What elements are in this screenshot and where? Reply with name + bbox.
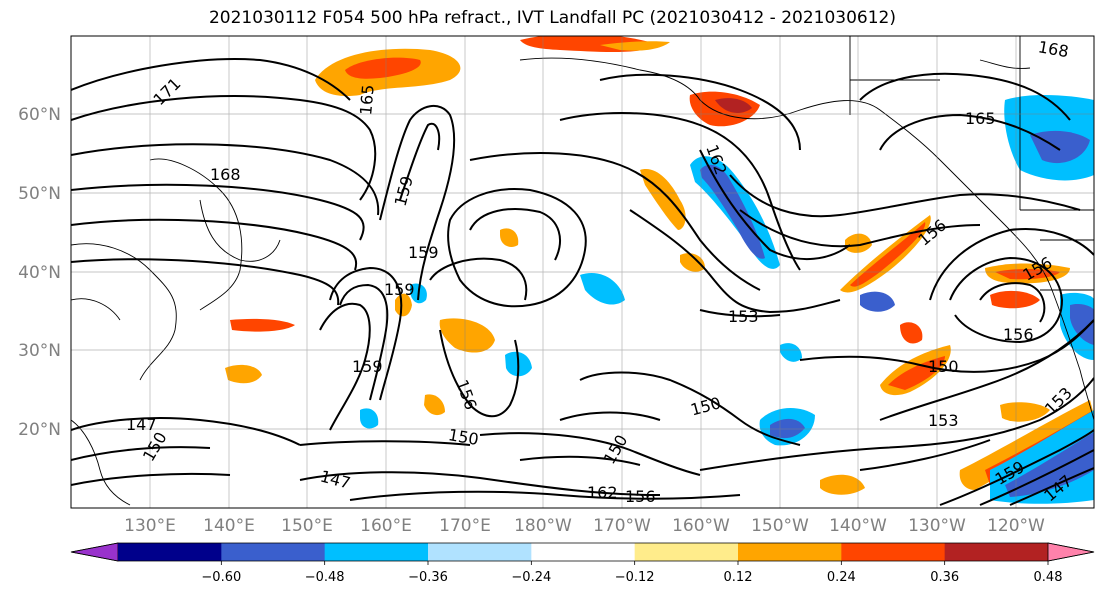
colorbar-tick-label: −0.36 <box>408 570 448 585</box>
contour-label: 156 <box>625 487 656 506</box>
colorbar-tick-label: 0.24 <box>827 570 856 585</box>
lon-label: 140°W <box>829 516 887 536</box>
contour-label: 159 <box>352 357 383 376</box>
lon-label: 160°W <box>672 516 730 536</box>
contour-label: 153 <box>728 307 759 326</box>
colorbar-swatch <box>221 543 326 561</box>
graticule <box>71 36 1094 508</box>
colorbar-tick-label: −0.24 <box>511 570 551 585</box>
contour-label: 162 <box>587 483 618 502</box>
colorbar-swatch <box>428 543 532 561</box>
lon-label: 170°W <box>593 516 651 536</box>
colorbar-swatch <box>738 543 842 561</box>
lat-label: 20°N <box>18 420 61 440</box>
lat-label: 50°N <box>18 184 61 204</box>
colorbar-swatch <box>531 543 636 561</box>
lon-label: 130°E <box>124 516 176 536</box>
contour-label: 156 <box>1003 325 1034 344</box>
colorbar-extend-min <box>70 542 119 562</box>
colorbar-tick-label: 0.48 <box>1034 570 1063 585</box>
colorbar-tick-label: −0.48 <box>305 570 345 585</box>
colorbar-extend-max <box>1047 542 1095 562</box>
height-contours <box>71 58 1094 506</box>
colorbar-swatch <box>841 543 946 561</box>
colorbar-tick-label: −0.60 <box>201 570 241 585</box>
lon-label: 160°E <box>360 516 412 536</box>
lon-labels: 130°E 140°E 150°E 160°E 170°E 180°W 170°… <box>124 516 1045 536</box>
colorbar-swatch <box>634 543 739 561</box>
lon-label: 140°E <box>203 516 255 536</box>
colorbar-swatch <box>324 543 429 561</box>
lon-label: 180°W <box>514 516 572 536</box>
colorbar-swatch <box>118 543 222 561</box>
contour-label: 165 <box>356 84 378 116</box>
lat-label: 30°N <box>18 341 61 361</box>
lon-label: 150°W <box>751 516 809 536</box>
colorbar-frame <box>70 542 1095 562</box>
lat-labels: 60°N 50°N 40°N 30°N 20°N <box>18 105 61 440</box>
colorbar-tick-label: 0.12 <box>724 570 753 585</box>
contour-label: 168 <box>210 165 241 184</box>
map-panel: 171 168 165 162 159 159 159 159 156 156 … <box>71 36 1094 508</box>
contour-label: 165 <box>965 109 996 128</box>
lon-label: 150°E <box>281 516 333 536</box>
contour-label: 147 <box>126 415 157 434</box>
contour-label: 153 <box>928 411 959 430</box>
lat-label: 40°N <box>18 263 61 283</box>
refractivity-shading <box>225 36 1094 504</box>
map-frame <box>70 35 1095 509</box>
lon-label: 170°E <box>439 516 491 536</box>
colorbar-tick-label: −0.12 <box>615 570 655 585</box>
lon-label: 130°W <box>908 516 966 536</box>
colorbar-swatch <box>944 543 1049 561</box>
lat-label: 60°N <box>18 105 61 125</box>
figure-title: 2021030112 F054 500 hPa refract., IVT La… <box>208 8 896 28</box>
colorbar: −0.60 −0.48 −0.36 −0.24 −0.12 0.12 0.24 0.36 0.4… <box>70 542 1095 585</box>
lon-label: 120°W <box>987 516 1045 536</box>
contour-label: 150 <box>928 357 959 376</box>
contour-label: 159 <box>408 243 439 262</box>
colorbar-tick-label: 0.36 <box>930 570 959 585</box>
contour-label: 159 <box>384 280 415 299</box>
